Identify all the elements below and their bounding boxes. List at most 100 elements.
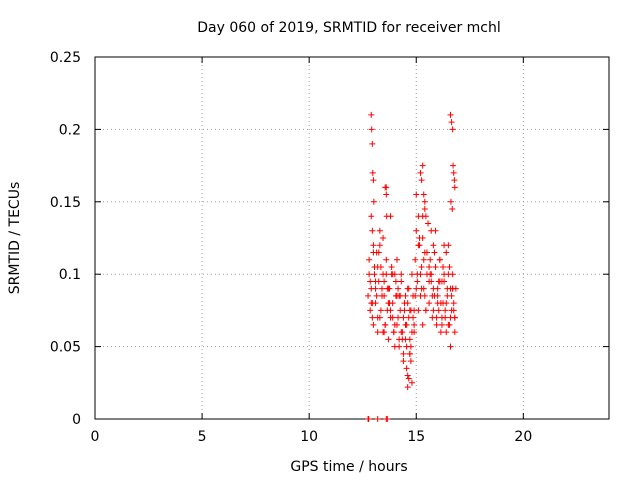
data-point — [370, 242, 377, 249]
data-point — [418, 263, 425, 270]
data-points — [365, 111, 459, 422]
data-point — [408, 329, 415, 336]
data-point — [407, 343, 414, 350]
data-point — [443, 329, 450, 336]
data-point — [383, 191, 390, 198]
data-point — [388, 263, 395, 270]
data-point — [366, 256, 373, 263]
data-point — [375, 249, 382, 256]
data-point — [445, 271, 452, 278]
data-point — [405, 375, 412, 382]
data-point — [438, 321, 445, 328]
data-point — [446, 263, 453, 270]
data-point — [372, 278, 379, 285]
data-point — [378, 292, 385, 299]
data-point — [426, 300, 433, 307]
x-axis-title: GPS time / hours — [290, 459, 407, 475]
data-point — [438, 314, 445, 321]
data-point — [385, 300, 392, 307]
data-point — [410, 314, 417, 321]
data-point — [376, 242, 383, 249]
data-point — [420, 191, 427, 198]
data-point — [403, 365, 410, 372]
data-point — [430, 307, 437, 314]
data-point — [405, 285, 412, 292]
data-point — [391, 271, 398, 278]
data-point — [432, 263, 439, 270]
data-point — [368, 126, 375, 133]
data-point — [435, 307, 442, 314]
y-axis-title: SRMTID / TECUs — [7, 182, 23, 295]
x-tick-label: 10 — [300, 429, 318, 445]
data-point — [392, 278, 399, 285]
data-point — [449, 285, 456, 292]
data-point — [441, 242, 448, 249]
data-point — [387, 307, 394, 314]
data-point — [426, 263, 433, 270]
data-point — [413, 227, 420, 234]
tick-layer: 0 5 10 15 20 0 0.05 0.1 0.15 0.2 0.25 — [50, 50, 609, 445]
data-point — [415, 242, 422, 249]
data-point — [430, 285, 437, 292]
data-point — [411, 321, 418, 328]
data-point — [433, 314, 440, 321]
data-point — [380, 329, 387, 336]
data-point — [390, 329, 397, 336]
data-point — [389, 314, 396, 321]
data-point — [419, 321, 426, 328]
data-point — [413, 285, 420, 292]
data-point — [421, 198, 428, 205]
data-point — [369, 140, 376, 147]
data-point — [369, 227, 376, 234]
data-point — [434, 292, 441, 299]
data-point — [444, 285, 451, 292]
data-point — [380, 235, 387, 241]
data-point — [422, 213, 429, 220]
data-point — [365, 416, 372, 422]
data-point — [419, 235, 426, 241]
data-point — [382, 321, 389, 328]
data-point — [426, 278, 433, 285]
data-point — [429, 292, 436, 299]
data-point — [373, 292, 380, 299]
data-point — [369, 314, 376, 321]
data-point — [396, 343, 403, 350]
data-point — [412, 292, 419, 299]
data-point — [421, 292, 428, 299]
data-point — [396, 292, 403, 299]
data-point — [383, 213, 390, 220]
data-point — [370, 198, 377, 205]
data-point — [450, 300, 457, 307]
data-point — [446, 321, 453, 328]
data-point — [448, 119, 455, 126]
data-point — [370, 249, 377, 256]
data-point — [422, 307, 429, 314]
data-point — [400, 350, 407, 357]
data-point — [385, 336, 392, 343]
x-tick-label: 20 — [514, 429, 532, 445]
data-point — [443, 300, 450, 307]
data-point — [434, 300, 441, 307]
data-point — [436, 256, 443, 263]
data-point — [365, 292, 372, 299]
data-point — [393, 256, 400, 263]
data-point — [400, 358, 407, 365]
data-point — [451, 329, 458, 336]
y-tick-label: 0 — [72, 412, 81, 428]
data-point — [406, 350, 413, 357]
data-point — [368, 213, 375, 220]
data-point — [414, 278, 421, 285]
data-point — [374, 329, 381, 336]
data-point — [448, 292, 455, 299]
x-tick-label: 0 — [91, 429, 100, 445]
data-point — [395, 285, 402, 292]
data-point — [382, 184, 389, 191]
data-point — [420, 256, 427, 263]
data-point — [404, 384, 411, 391]
data-point — [437, 329, 444, 336]
data-point — [431, 249, 438, 256]
data-point — [450, 162, 457, 169]
plot-frame — [94, 56, 610, 420]
data-point — [374, 263, 381, 270]
